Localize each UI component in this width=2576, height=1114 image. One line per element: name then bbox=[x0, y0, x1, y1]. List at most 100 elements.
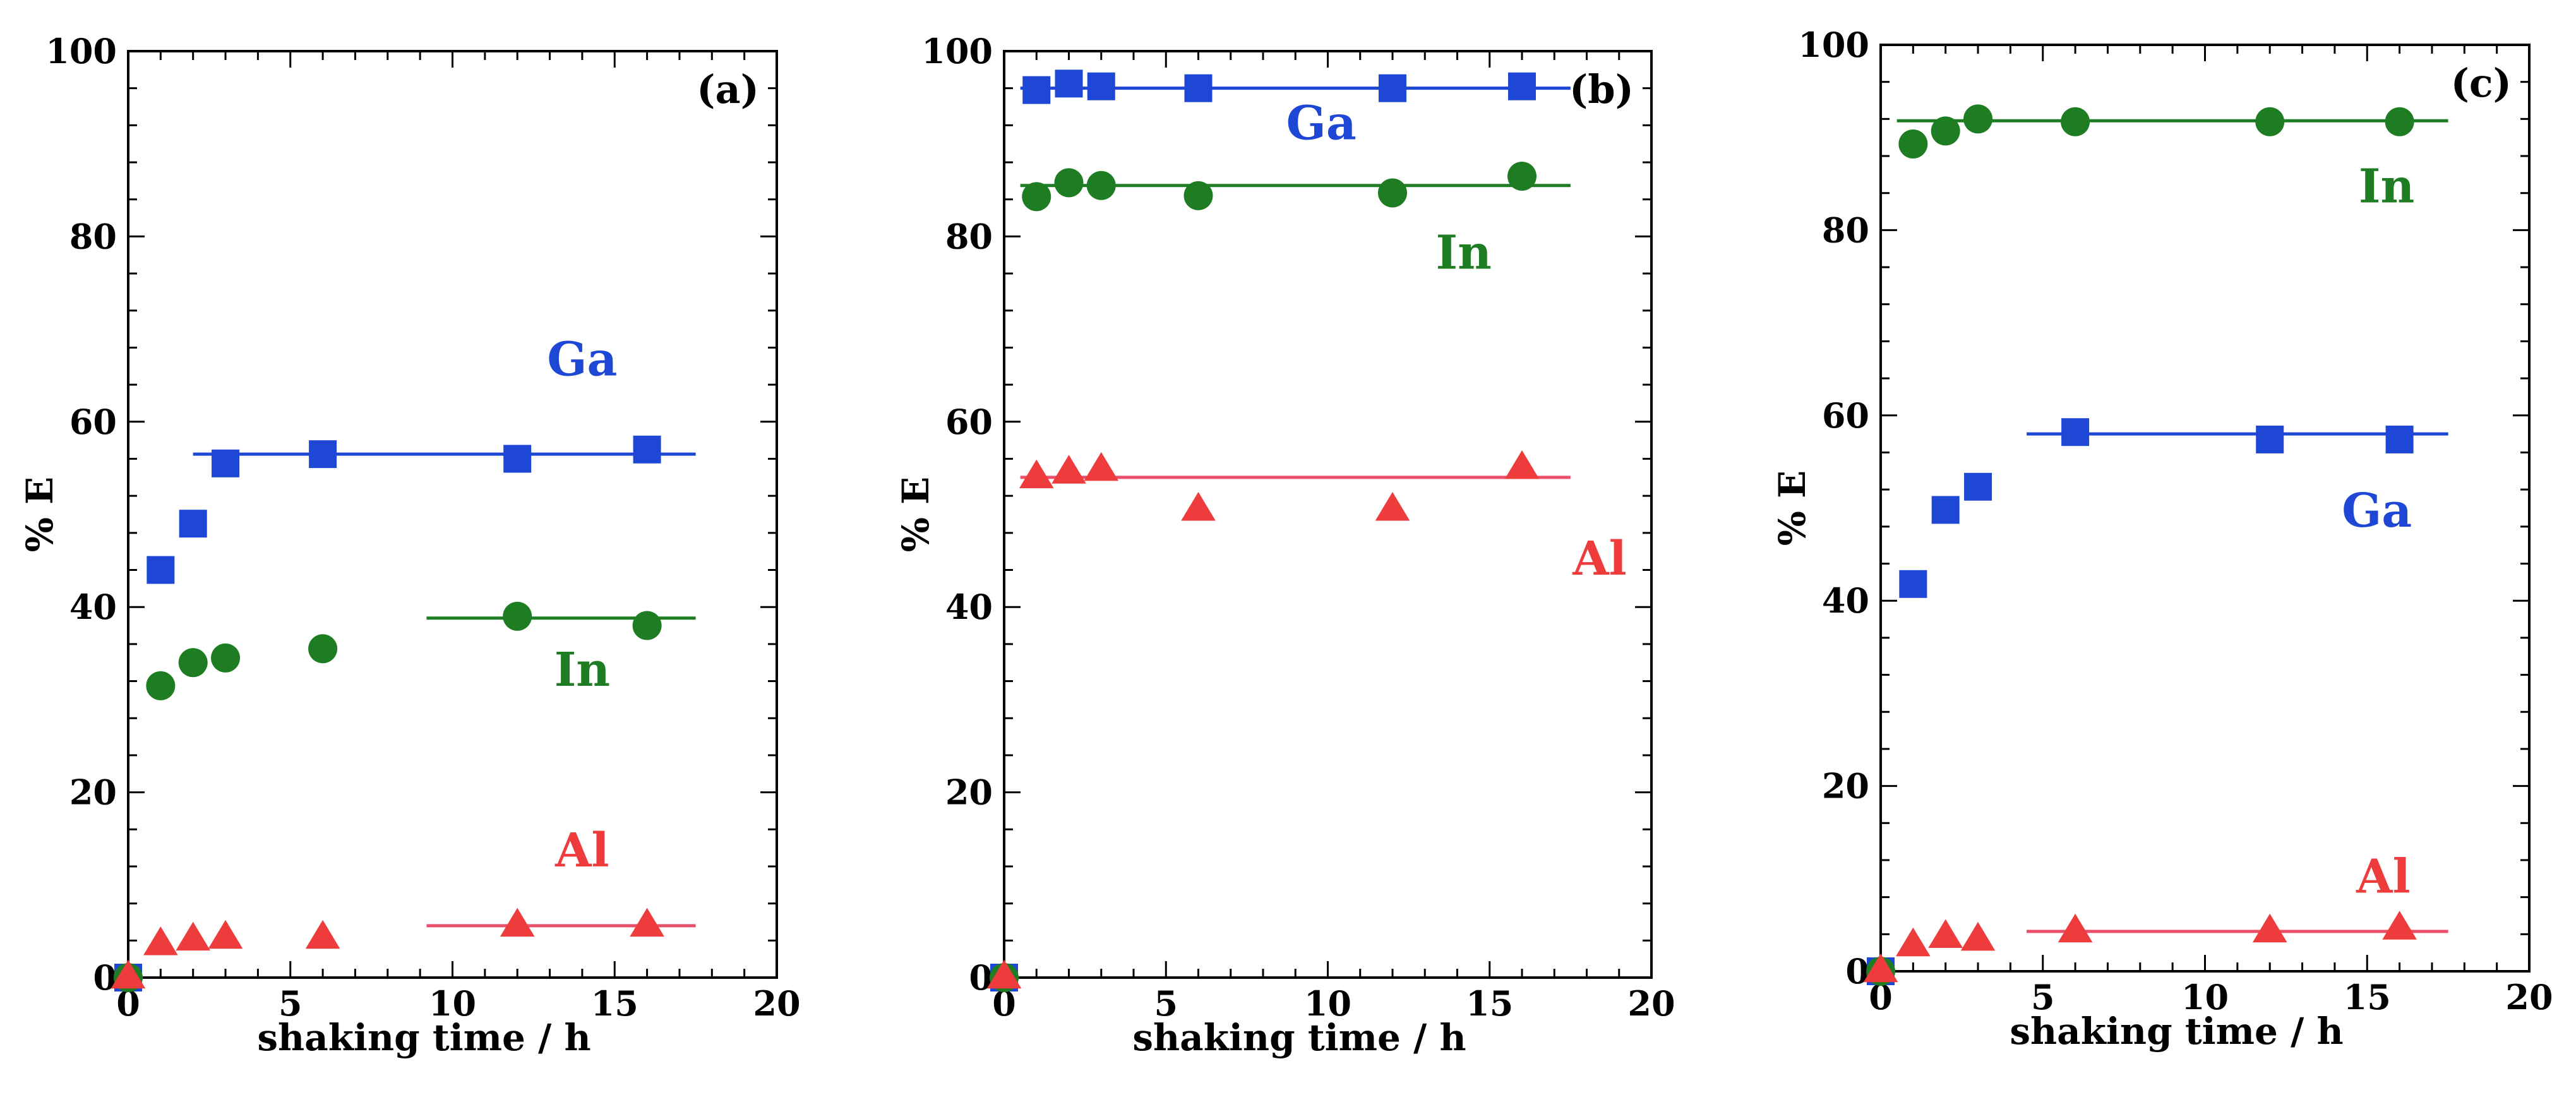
data-point-al bbox=[208, 919, 243, 949]
series-label-al: Al bbox=[554, 824, 609, 878]
data-point-al bbox=[986, 959, 1022, 989]
y-tick-label: 100 bbox=[1798, 25, 1869, 65]
data-point-al bbox=[143, 926, 178, 955]
x-tick-label: 20 bbox=[2505, 977, 2553, 1017]
y-tick-label: 60 bbox=[1822, 395, 1869, 436]
data-point-in bbox=[2255, 107, 2285, 136]
data-point-al bbox=[1375, 491, 1410, 521]
data-point-al bbox=[1019, 459, 1054, 489]
data-point-in bbox=[1963, 104, 1993, 134]
y-tick-label: 40 bbox=[945, 587, 993, 627]
data-point-ga bbox=[147, 556, 175, 584]
y-axis-title: % E bbox=[1771, 470, 1814, 546]
data-point-al bbox=[1863, 953, 1898, 983]
data-point-ga bbox=[309, 440, 337, 469]
y-tick-label: 0 bbox=[969, 957, 993, 998]
panel-tag: (c) bbox=[2451, 60, 2512, 106]
data-point-in bbox=[2061, 107, 2090, 136]
data-point-al bbox=[2382, 911, 2417, 940]
data-point-al bbox=[1504, 450, 1540, 479]
y-axis-title: % E bbox=[894, 477, 937, 553]
y-tick-label: 20 bbox=[1822, 766, 1869, 806]
plot-frame bbox=[1879, 44, 2531, 973]
data-point-in bbox=[1183, 181, 1213, 210]
y-tick-label: 40 bbox=[1822, 580, 1869, 621]
y-tick-label: 0 bbox=[93, 957, 117, 998]
data-point-al bbox=[1084, 452, 1119, 481]
data-point-ga bbox=[179, 510, 207, 538]
data-point-ga bbox=[2061, 418, 2090, 446]
data-point-in bbox=[1931, 116, 1960, 146]
y-tick-label: 20 bbox=[945, 772, 993, 813]
x-tick-label: 5 bbox=[1154, 983, 1178, 1024]
x-tick-label: 15 bbox=[1466, 983, 1513, 1024]
y-tick-label: 40 bbox=[69, 587, 117, 627]
x-tick-label: 10 bbox=[1304, 983, 1351, 1024]
panel-tag: (b) bbox=[1569, 66, 1634, 112]
data-point-ga bbox=[1379, 74, 1406, 102]
y-tick-label: 0 bbox=[1845, 951, 1869, 991]
data-point-al bbox=[1051, 455, 1086, 484]
data-point-al bbox=[500, 907, 535, 937]
x-tick-label: 20 bbox=[753, 983, 800, 1024]
data-point-in bbox=[178, 648, 208, 678]
series-label-al: Al bbox=[2356, 849, 2411, 904]
y-axis-title: % E bbox=[18, 477, 61, 553]
data-point-in bbox=[308, 634, 338, 664]
data-point-ga bbox=[1055, 69, 1083, 98]
data-point-in bbox=[1378, 178, 1407, 208]
data-point-in bbox=[1086, 171, 1116, 200]
data-point-in bbox=[2385, 107, 2414, 136]
series-label-ga: Ga bbox=[547, 332, 617, 386]
series-label-in: In bbox=[2359, 159, 2414, 213]
data-point-al bbox=[2252, 913, 2287, 943]
x-tick-label: 15 bbox=[591, 983, 638, 1024]
y-tick-label: 20 bbox=[69, 772, 117, 813]
data-point-al bbox=[176, 921, 210, 951]
data-point-al bbox=[2058, 913, 2093, 943]
y-tick-label: 80 bbox=[945, 216, 993, 256]
data-point-al bbox=[111, 959, 146, 989]
data-point-al bbox=[1896, 927, 1931, 957]
series-label-al: Al bbox=[1572, 532, 1627, 586]
y-tick-label: 80 bbox=[1822, 210, 1869, 250]
y-tick-label: 100 bbox=[45, 31, 117, 71]
data-point-ga bbox=[2256, 425, 2284, 453]
x-tick-label: 10 bbox=[2181, 977, 2229, 1017]
data-point-in bbox=[1022, 182, 1051, 212]
x-axis-title: shaking time / h bbox=[1132, 1016, 1466, 1059]
data-point-in bbox=[1507, 162, 1537, 191]
series-label-ga: Ga bbox=[2342, 484, 2412, 538]
x-tick-label: 10 bbox=[429, 983, 476, 1024]
data-point-ga bbox=[1184, 74, 1213, 102]
data-point-ga bbox=[1964, 472, 1992, 501]
data-point-ga bbox=[1899, 570, 1927, 598]
data-point-ga bbox=[633, 435, 661, 464]
series-label-in: In bbox=[1436, 226, 1492, 280]
data-point-in bbox=[632, 611, 662, 640]
data-point-ga bbox=[1931, 496, 1960, 524]
data-point-ga bbox=[503, 445, 532, 473]
data-point-in bbox=[1054, 168, 1084, 198]
x-axis-title: shaking time / h bbox=[257, 1016, 590, 1059]
x-tick-label: 15 bbox=[2344, 977, 2391, 1017]
data-point-ga bbox=[1087, 72, 1115, 100]
data-point-al bbox=[305, 919, 340, 949]
data-point-in bbox=[1898, 129, 1928, 159]
data-point-al bbox=[630, 907, 664, 937]
y-tick-label: 100 bbox=[921, 31, 993, 71]
x-tick-label: 20 bbox=[1627, 983, 1675, 1024]
data-point-al bbox=[1181, 491, 1216, 521]
data-point-al bbox=[1960, 921, 1996, 951]
y-tick-label: 60 bbox=[69, 402, 117, 442]
series-label-in: In bbox=[554, 643, 610, 697]
data-point-in bbox=[146, 671, 176, 700]
x-axis-title: shaking time / h bbox=[2010, 1010, 2343, 1053]
plot-frame bbox=[127, 50, 778, 979]
data-point-ga bbox=[2385, 425, 2414, 453]
data-point-ga bbox=[1022, 76, 1051, 104]
data-point-ga bbox=[212, 449, 240, 477]
